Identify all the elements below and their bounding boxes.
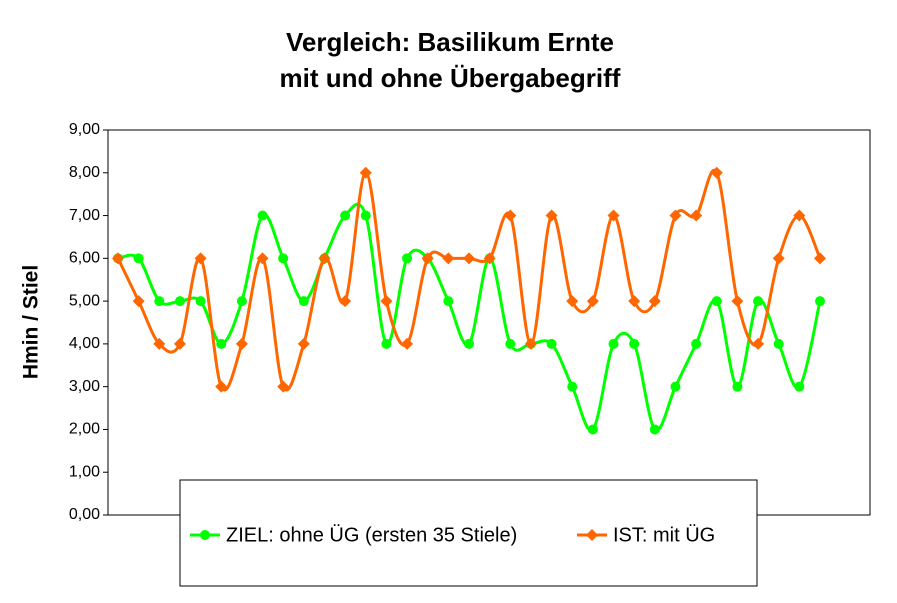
marker bbox=[298, 296, 309, 307]
marker bbox=[629, 338, 640, 349]
marker bbox=[586, 529, 598, 541]
marker bbox=[567, 381, 578, 392]
y-tick-label: 5,00 bbox=[69, 292, 100, 309]
marker bbox=[463, 252, 475, 265]
marker bbox=[731, 295, 744, 308]
marker bbox=[236, 296, 247, 307]
series-line bbox=[117, 202, 822, 432]
marker bbox=[524, 337, 537, 350]
marker bbox=[216, 338, 227, 349]
marker bbox=[504, 209, 517, 222]
marker bbox=[628, 295, 641, 308]
marker bbox=[133, 253, 144, 264]
marker bbox=[200, 530, 210, 540]
marker bbox=[277, 380, 290, 393]
marker bbox=[194, 252, 207, 265]
series-line bbox=[116, 168, 822, 392]
marker bbox=[815, 296, 825, 307]
y-tick-label: 2,00 bbox=[69, 421, 100, 438]
marker bbox=[380, 295, 393, 308]
marker bbox=[256, 252, 269, 265]
y-tick-label: 9,00 bbox=[69, 121, 100, 138]
y-axis-label: Hmin / Stiel bbox=[20, 265, 43, 379]
marker bbox=[360, 210, 371, 221]
marker bbox=[215, 380, 228, 393]
marker bbox=[174, 296, 185, 307]
marker bbox=[546, 338, 557, 349]
marker bbox=[235, 337, 248, 350]
legend bbox=[179, 479, 758, 587]
marker bbox=[772, 252, 785, 265]
marker bbox=[691, 338, 702, 349]
legend-label: IST: mit ÜG bbox=[613, 524, 715, 546]
marker bbox=[318, 252, 331, 265]
marker bbox=[401, 337, 414, 350]
y-tick-label: 3,00 bbox=[69, 378, 100, 395]
marker bbox=[297, 337, 310, 350]
marker bbox=[421, 252, 434, 265]
marker bbox=[649, 424, 660, 435]
marker bbox=[670, 381, 681, 392]
marker bbox=[669, 209, 682, 222]
plot: 0,00 1,00 2,00 3,00 4,00 5,00 6,00 7,00 8,00 9,00 bbox=[69, 121, 826, 523]
marker bbox=[814, 252, 826, 265]
marker bbox=[112, 252, 124, 265]
marker bbox=[154, 296, 165, 307]
marker bbox=[710, 166, 723, 179]
y-tick-label: 8,00 bbox=[69, 164, 100, 181]
marker bbox=[607, 209, 620, 222]
marker bbox=[483, 252, 496, 265]
marker bbox=[773, 338, 784, 349]
plot-area bbox=[107, 129, 871, 516]
marker bbox=[402, 253, 413, 264]
marker bbox=[608, 338, 619, 349]
marker bbox=[257, 210, 268, 221]
legend-items: ZIEL: ohne ÜG (ersten 35 Stiele) IST: mit… bbox=[190, 524, 715, 546]
marker bbox=[359, 166, 372, 179]
y-tick-label: 1,00 bbox=[69, 463, 100, 480]
marker bbox=[648, 295, 661, 308]
marker bbox=[443, 296, 454, 307]
marker bbox=[278, 253, 289, 264]
marker bbox=[464, 338, 474, 349]
marker bbox=[173, 337, 186, 350]
marker bbox=[587, 424, 598, 435]
marker bbox=[732, 381, 743, 392]
chart-title: Vergleich: Basilikum Ernte bbox=[286, 27, 614, 57]
marker bbox=[340, 210, 351, 221]
y-tick-label: 4,00 bbox=[69, 335, 100, 352]
marker bbox=[690, 209, 703, 222]
marker bbox=[793, 209, 806, 222]
legend-label: ZIEL: ohne ÜG (ersten 35 Stiele) bbox=[226, 524, 517, 546]
marker bbox=[442, 252, 455, 265]
marker bbox=[566, 295, 579, 308]
marker bbox=[132, 295, 145, 308]
marker bbox=[711, 296, 722, 307]
marker bbox=[545, 209, 558, 222]
marker bbox=[505, 338, 516, 349]
marker bbox=[153, 337, 166, 350]
y-tick-label: 6,00 bbox=[69, 250, 100, 267]
marker bbox=[794, 381, 805, 392]
marker bbox=[586, 295, 599, 308]
marker bbox=[381, 338, 392, 349]
y-tick-label: 0,00 bbox=[69, 506, 100, 523]
marker bbox=[195, 296, 206, 307]
y-tick-label: 7,00 bbox=[69, 207, 100, 224]
marker bbox=[752, 337, 765, 350]
marker bbox=[339, 295, 352, 308]
chart-title: mit und ohne Übergabegriff bbox=[280, 63, 621, 93]
marker bbox=[753, 296, 764, 307]
